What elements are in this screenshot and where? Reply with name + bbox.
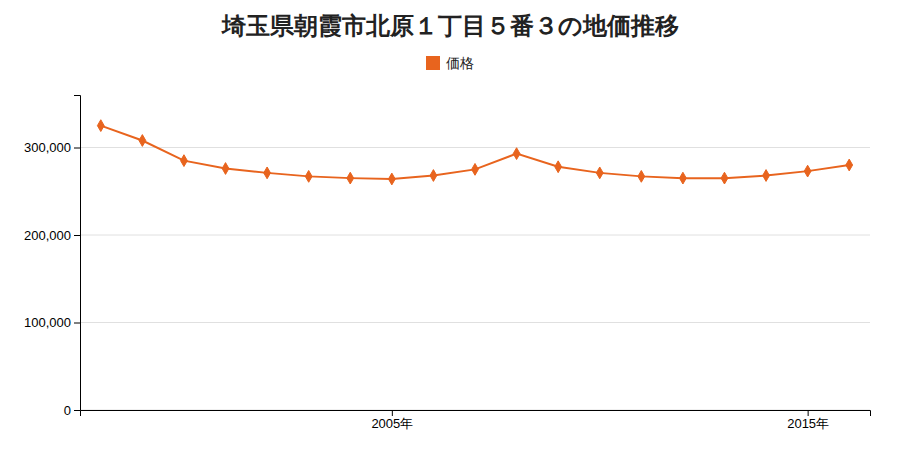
- grid-line: [80, 322, 870, 323]
- title: 埼玉県朝霞市北原１丁目５番３の地価推移: [221, 12, 679, 40]
- grid-line: [80, 235, 870, 236]
- marker: [472, 163, 479, 175]
- tick-label: 2015年: [787, 416, 829, 431]
- tick-mark: [392, 410, 393, 416]
- tick-label: 200,000: [24, 228, 71, 243]
- axis-line: [74, 96, 81, 411]
- tick-mark: [74, 148, 80, 149]
- tick: 100,000: [24, 315, 80, 330]
- legend-item: 価格: [426, 55, 474, 71]
- marker: [347, 172, 354, 184]
- plot-area: 2005年 2015年 0 100,000 200,000 300,000: [24, 96, 871, 432]
- tick: 2015年: [787, 410, 829, 431]
- legend-label: 価格: [446, 55, 474, 71]
- legend: 価格: [426, 55, 474, 71]
- y-axis: 0 100,000 200,000 300,000: [24, 96, 81, 418]
- tick-label: 100,000: [24, 315, 71, 330]
- marker: [222, 163, 229, 175]
- marks: [97, 120, 852, 185]
- marker: [763, 170, 770, 182]
- marker: [264, 167, 271, 179]
- marker: [596, 167, 603, 179]
- marker: [804, 165, 811, 177]
- axis-line: [81, 411, 871, 417]
- tick: 200,000: [24, 228, 80, 243]
- tick: 2005年: [371, 410, 413, 431]
- tick-label: 300,000: [24, 140, 71, 155]
- tick-mark: [74, 235, 80, 236]
- marker: [388, 173, 395, 185]
- line: [101, 126, 849, 179]
- marker: [181, 155, 188, 167]
- legend-swatch: [426, 56, 440, 70]
- marker: [513, 148, 520, 160]
- marker: [679, 172, 686, 184]
- marker: [721, 172, 728, 184]
- marker: [97, 120, 104, 132]
- tick-mark: [74, 410, 80, 411]
- grid-line: [80, 147, 870, 148]
- marker: [139, 135, 146, 147]
- tick: 300,000: [24, 140, 80, 155]
- marker: [846, 159, 853, 171]
- tick: 0: [64, 403, 80, 418]
- tick-mark: [808, 410, 809, 416]
- marker: [305, 170, 312, 182]
- tick-mark: [74, 323, 80, 324]
- grid: [80, 148, 870, 411]
- marker: [638, 170, 645, 182]
- chart: 埼玉県朝霞市北原１丁目５番３の地価推移2005年2015年0100,000200…: [0, 0, 900, 450]
- tick-label: 0: [64, 403, 71, 418]
- marker: [430, 170, 437, 182]
- marker: [555, 161, 562, 173]
- x-axis: 2005年 2015年: [81, 410, 871, 431]
- tick-label: 2005年: [371, 416, 413, 431]
